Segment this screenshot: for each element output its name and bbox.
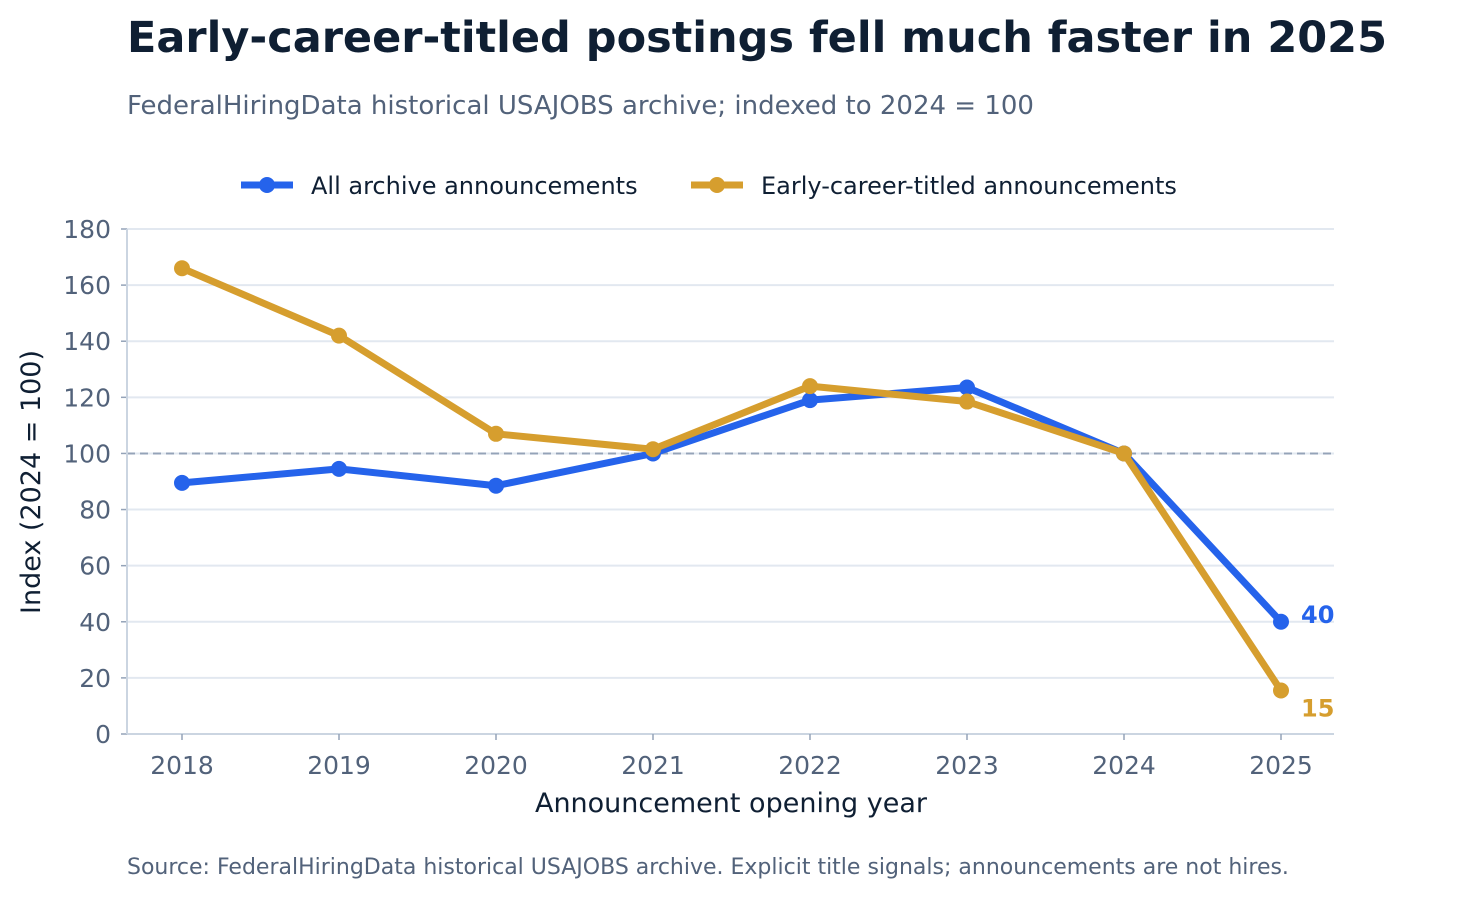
data-point	[1273, 613, 1289, 630]
legend-label: All archive announcements	[311, 172, 638, 200]
x-tick-label: 2025	[1249, 751, 1313, 780]
y-tick-labels: 0 20 40 60 80 100 120 140 160 180	[63, 215, 111, 749]
data-point	[959, 393, 975, 410]
x-axis-label: Announcement opening year	[535, 788, 928, 819]
series-line	[178, 264, 1285, 695]
series-line	[178, 384, 1285, 626]
data-point	[1273, 682, 1289, 699]
end-label: 40	[1301, 601, 1334, 629]
y-tick-label: 180	[63, 215, 111, 244]
y-tick-label: 120	[63, 383, 111, 412]
y-tick-label: 160	[63, 271, 111, 300]
y-tick-label: 100	[63, 439, 111, 468]
series-1	[174, 260, 1289, 699]
axes	[121, 228, 1334, 740]
legend-swatch-marker	[259, 177, 275, 193]
legend-item: Early-career-titled announcements	[691, 172, 1177, 200]
legend: All archive announcements Early-career-ti…	[241, 172, 1177, 200]
data-point	[802, 378, 818, 395]
x-tick-label: 2021	[621, 751, 685, 780]
x-tick-label: 2019	[307, 751, 371, 780]
legend-label: Early-career-titled announcements	[761, 172, 1177, 200]
x-tick-label: 2022	[778, 751, 842, 780]
y-tick-label: 20	[79, 664, 111, 693]
x-tick-labels: 2018 2019 2020 2021 2022 2023 2024 2025	[150, 751, 1313, 780]
data-point	[174, 474, 190, 491]
data-point	[488, 425, 504, 442]
y-tick-label: 0	[95, 720, 111, 749]
y-tick-label: 40	[79, 608, 111, 637]
chart-subtitle: FederalHiringData historical USAJOBS arc…	[127, 91, 1034, 121]
legend-swatch-marker	[709, 177, 725, 193]
y-axis-label: Index (2024 = 100)	[16, 350, 47, 614]
data-point	[174, 260, 190, 277]
x-tick-label: 2023	[935, 751, 999, 780]
end-labels: 40 15	[1301, 601, 1334, 723]
data-point	[331, 460, 347, 477]
x-tick-label: 2020	[464, 751, 528, 780]
data-point	[488, 477, 504, 494]
data-point	[1116, 445, 1132, 462]
data-point	[645, 441, 661, 458]
y-tick-label: 80	[79, 496, 111, 525]
data-point	[331, 327, 347, 344]
legend-item: All archive announcements	[241, 172, 638, 200]
chart-title: Early-career-titled postings fell much f…	[127, 13, 1387, 63]
end-label: 15	[1301, 695, 1334, 723]
source-note: Source: FederalHiringData historical USA…	[127, 855, 1289, 880]
data-point	[802, 392, 818, 409]
y-tick-label: 60	[79, 552, 111, 581]
y-tick-label: 140	[63, 327, 111, 356]
series-layer	[174, 260, 1289, 699]
x-tick-label: 2024	[1092, 751, 1156, 780]
x-tick-label: 2018	[150, 751, 214, 780]
data-point	[959, 379, 975, 396]
